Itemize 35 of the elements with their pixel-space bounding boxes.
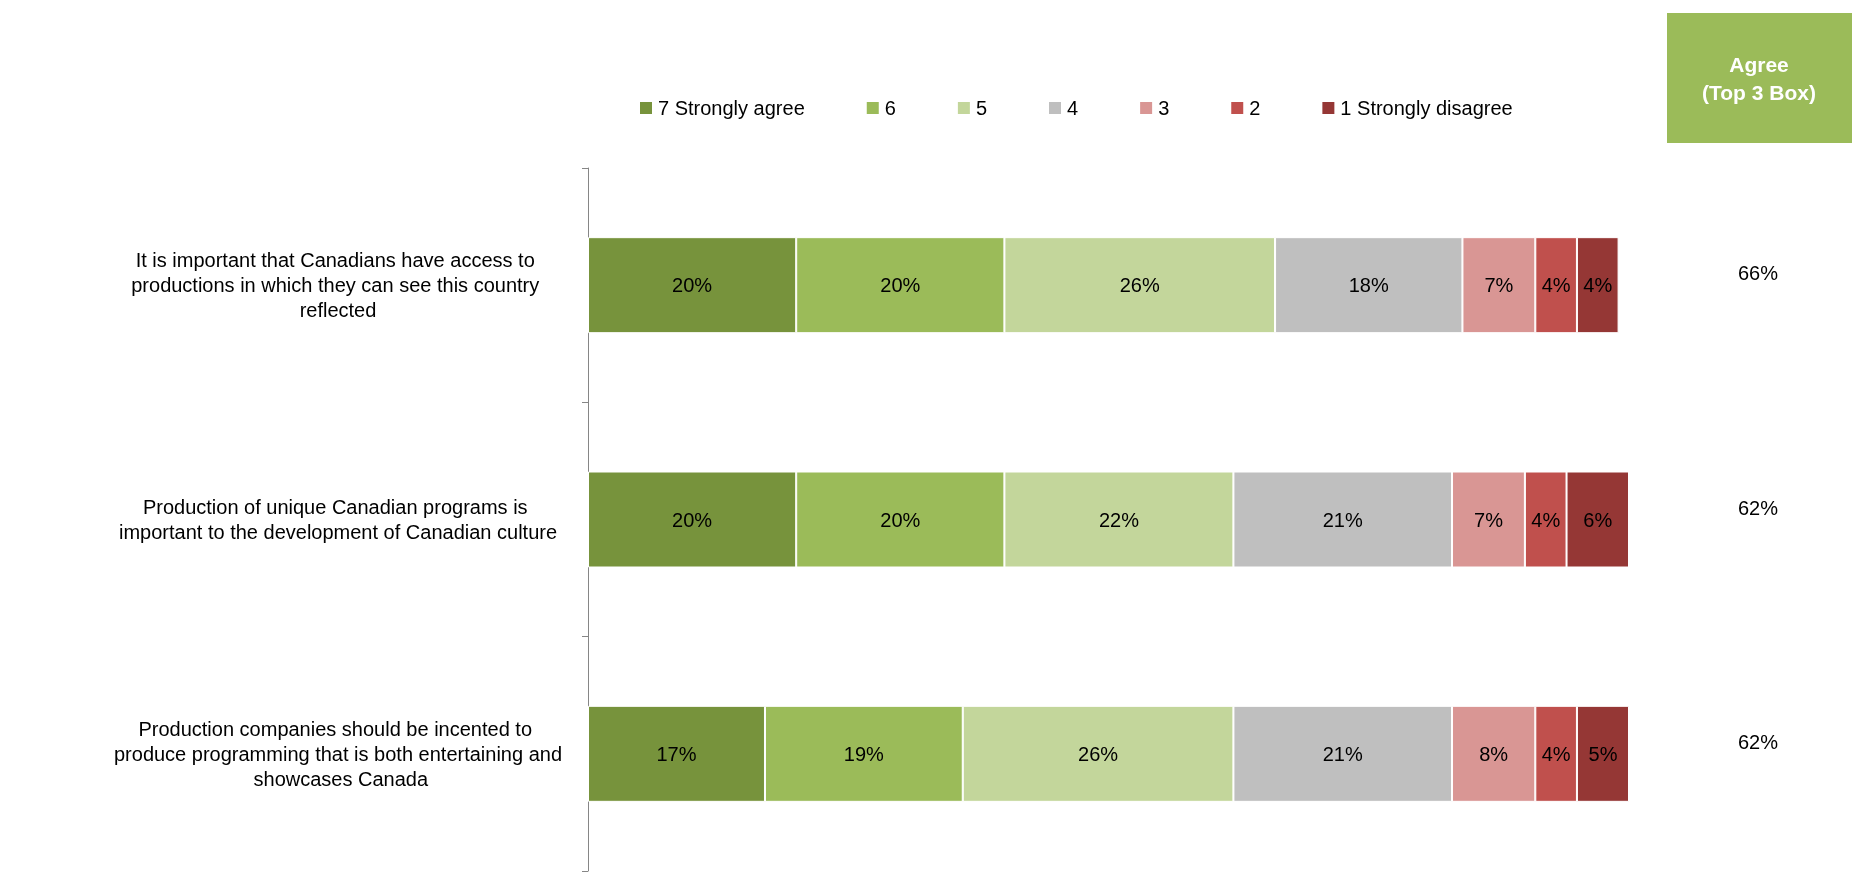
y-tick-label: It is important that Canadians have access to productions in which they can see this country reflected — [131, 249, 545, 322]
data-label: 18% — [1348, 274, 1389, 297]
legend-label: 6 — [884, 97, 896, 119]
legend-label: 7 Strongly agree — [658, 97, 805, 119]
data-label: 4% — [1541, 274, 1571, 297]
data-label: 22% — [1098, 508, 1140, 531]
data-label: 6% — [1583, 508, 1613, 531]
data-label: 4% — [1531, 508, 1561, 531]
data-label: 7% — [1474, 508, 1504, 531]
data-label: 5% — [1588, 742, 1618, 765]
text: 62% — [1737, 496, 1779, 519]
y-tick-label: Production companies should be incented to produce programming that is both entertaining and showcases Canada — [113, 717, 563, 790]
data-label: 20% — [880, 508, 921, 531]
legend-label: 5 — [975, 97, 988, 119]
data-label: 20% — [672, 508, 713, 531]
data-label: 26% — [1119, 274, 1160, 297]
data-label: 8% — [1479, 742, 1509, 765]
data-label: 17% — [656, 742, 697, 765]
data-label: 4% — [1541, 742, 1571, 765]
legend-label: 1 Strongly disagree — [1340, 97, 1513, 119]
y-tick-label: Production of unique Canadian programs is important to the development of Canadian culture — [118, 496, 558, 543]
legend-label: 3 — [1158, 97, 1170, 119]
data-label: 20% — [672, 274, 713, 297]
legend-label: 4 — [1067, 97, 1079, 119]
data-label: 21% — [1322, 742, 1363, 765]
data-label: 19% — [843, 742, 885, 765]
data-label: 26% — [1078, 742, 1119, 765]
text: Agree (Top 3 Box) — [1702, 52, 1816, 104]
text: 66% — [1737, 262, 1779, 285]
data-label: 7% — [1484, 274, 1514, 297]
data-label: 21% — [1322, 508, 1363, 531]
text: 62% — [1737, 730, 1779, 753]
data-label: 20% — [880, 274, 921, 297]
legend-label: 2 — [1249, 97, 1261, 119]
data-label: 4% — [1583, 274, 1613, 297]
